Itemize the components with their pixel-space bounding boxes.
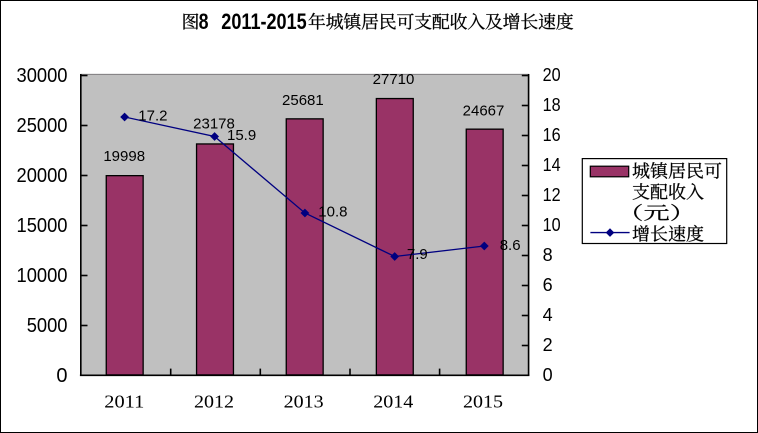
svg-text:2012: 2012 bbox=[194, 392, 234, 412]
svg-text:10.8: 10.8 bbox=[318, 204, 347, 221]
svg-text:5000: 5000 bbox=[27, 315, 68, 337]
svg-text:2011: 2011 bbox=[104, 392, 144, 412]
svg-text:25681: 25681 bbox=[282, 92, 324, 109]
svg-text:0: 0 bbox=[56, 365, 67, 387]
svg-text:0: 0 bbox=[543, 365, 553, 385]
svg-text:15000: 15000 bbox=[17, 215, 68, 237]
svg-text:14: 14 bbox=[543, 155, 561, 175]
svg-text:2: 2 bbox=[543, 335, 553, 355]
svg-text:30000: 30000 bbox=[17, 65, 68, 87]
svg-text:12: 12 bbox=[543, 185, 561, 205]
svg-text:20000: 20000 bbox=[17, 165, 68, 187]
svg-text:10: 10 bbox=[543, 215, 561, 235]
svg-text:19998: 19998 bbox=[103, 148, 145, 165]
svg-text:8: 8 bbox=[543, 245, 553, 265]
svg-text:8.6: 8.6 bbox=[500, 237, 521, 254]
svg-text:10000: 10000 bbox=[17, 265, 68, 287]
svg-text:8: 8 bbox=[199, 9, 209, 34]
svg-text:15.9: 15.9 bbox=[227, 127, 256, 144]
svg-text:20: 20 bbox=[543, 65, 561, 85]
svg-text:18: 18 bbox=[543, 95, 561, 115]
svg-text:4: 4 bbox=[543, 305, 553, 325]
svg-text:7.9: 7.9 bbox=[407, 246, 428, 263]
svg-text:2015: 2015 bbox=[463, 392, 503, 412]
svg-text:16: 16 bbox=[543, 125, 561, 145]
svg-text:24667: 24667 bbox=[463, 103, 505, 120]
svg-text:2013: 2013 bbox=[284, 392, 324, 412]
svg-text:25000: 25000 bbox=[17, 115, 68, 137]
svg-text:27710: 27710 bbox=[373, 71, 415, 88]
svg-text:23178: 23178 bbox=[193, 116, 235, 133]
svg-text:17.2: 17.2 bbox=[138, 107, 167, 124]
svg-text:2011-2015: 2011-2015 bbox=[221, 9, 306, 34]
svg-text:2014: 2014 bbox=[373, 392, 413, 412]
svg-text:6: 6 bbox=[543, 275, 553, 295]
